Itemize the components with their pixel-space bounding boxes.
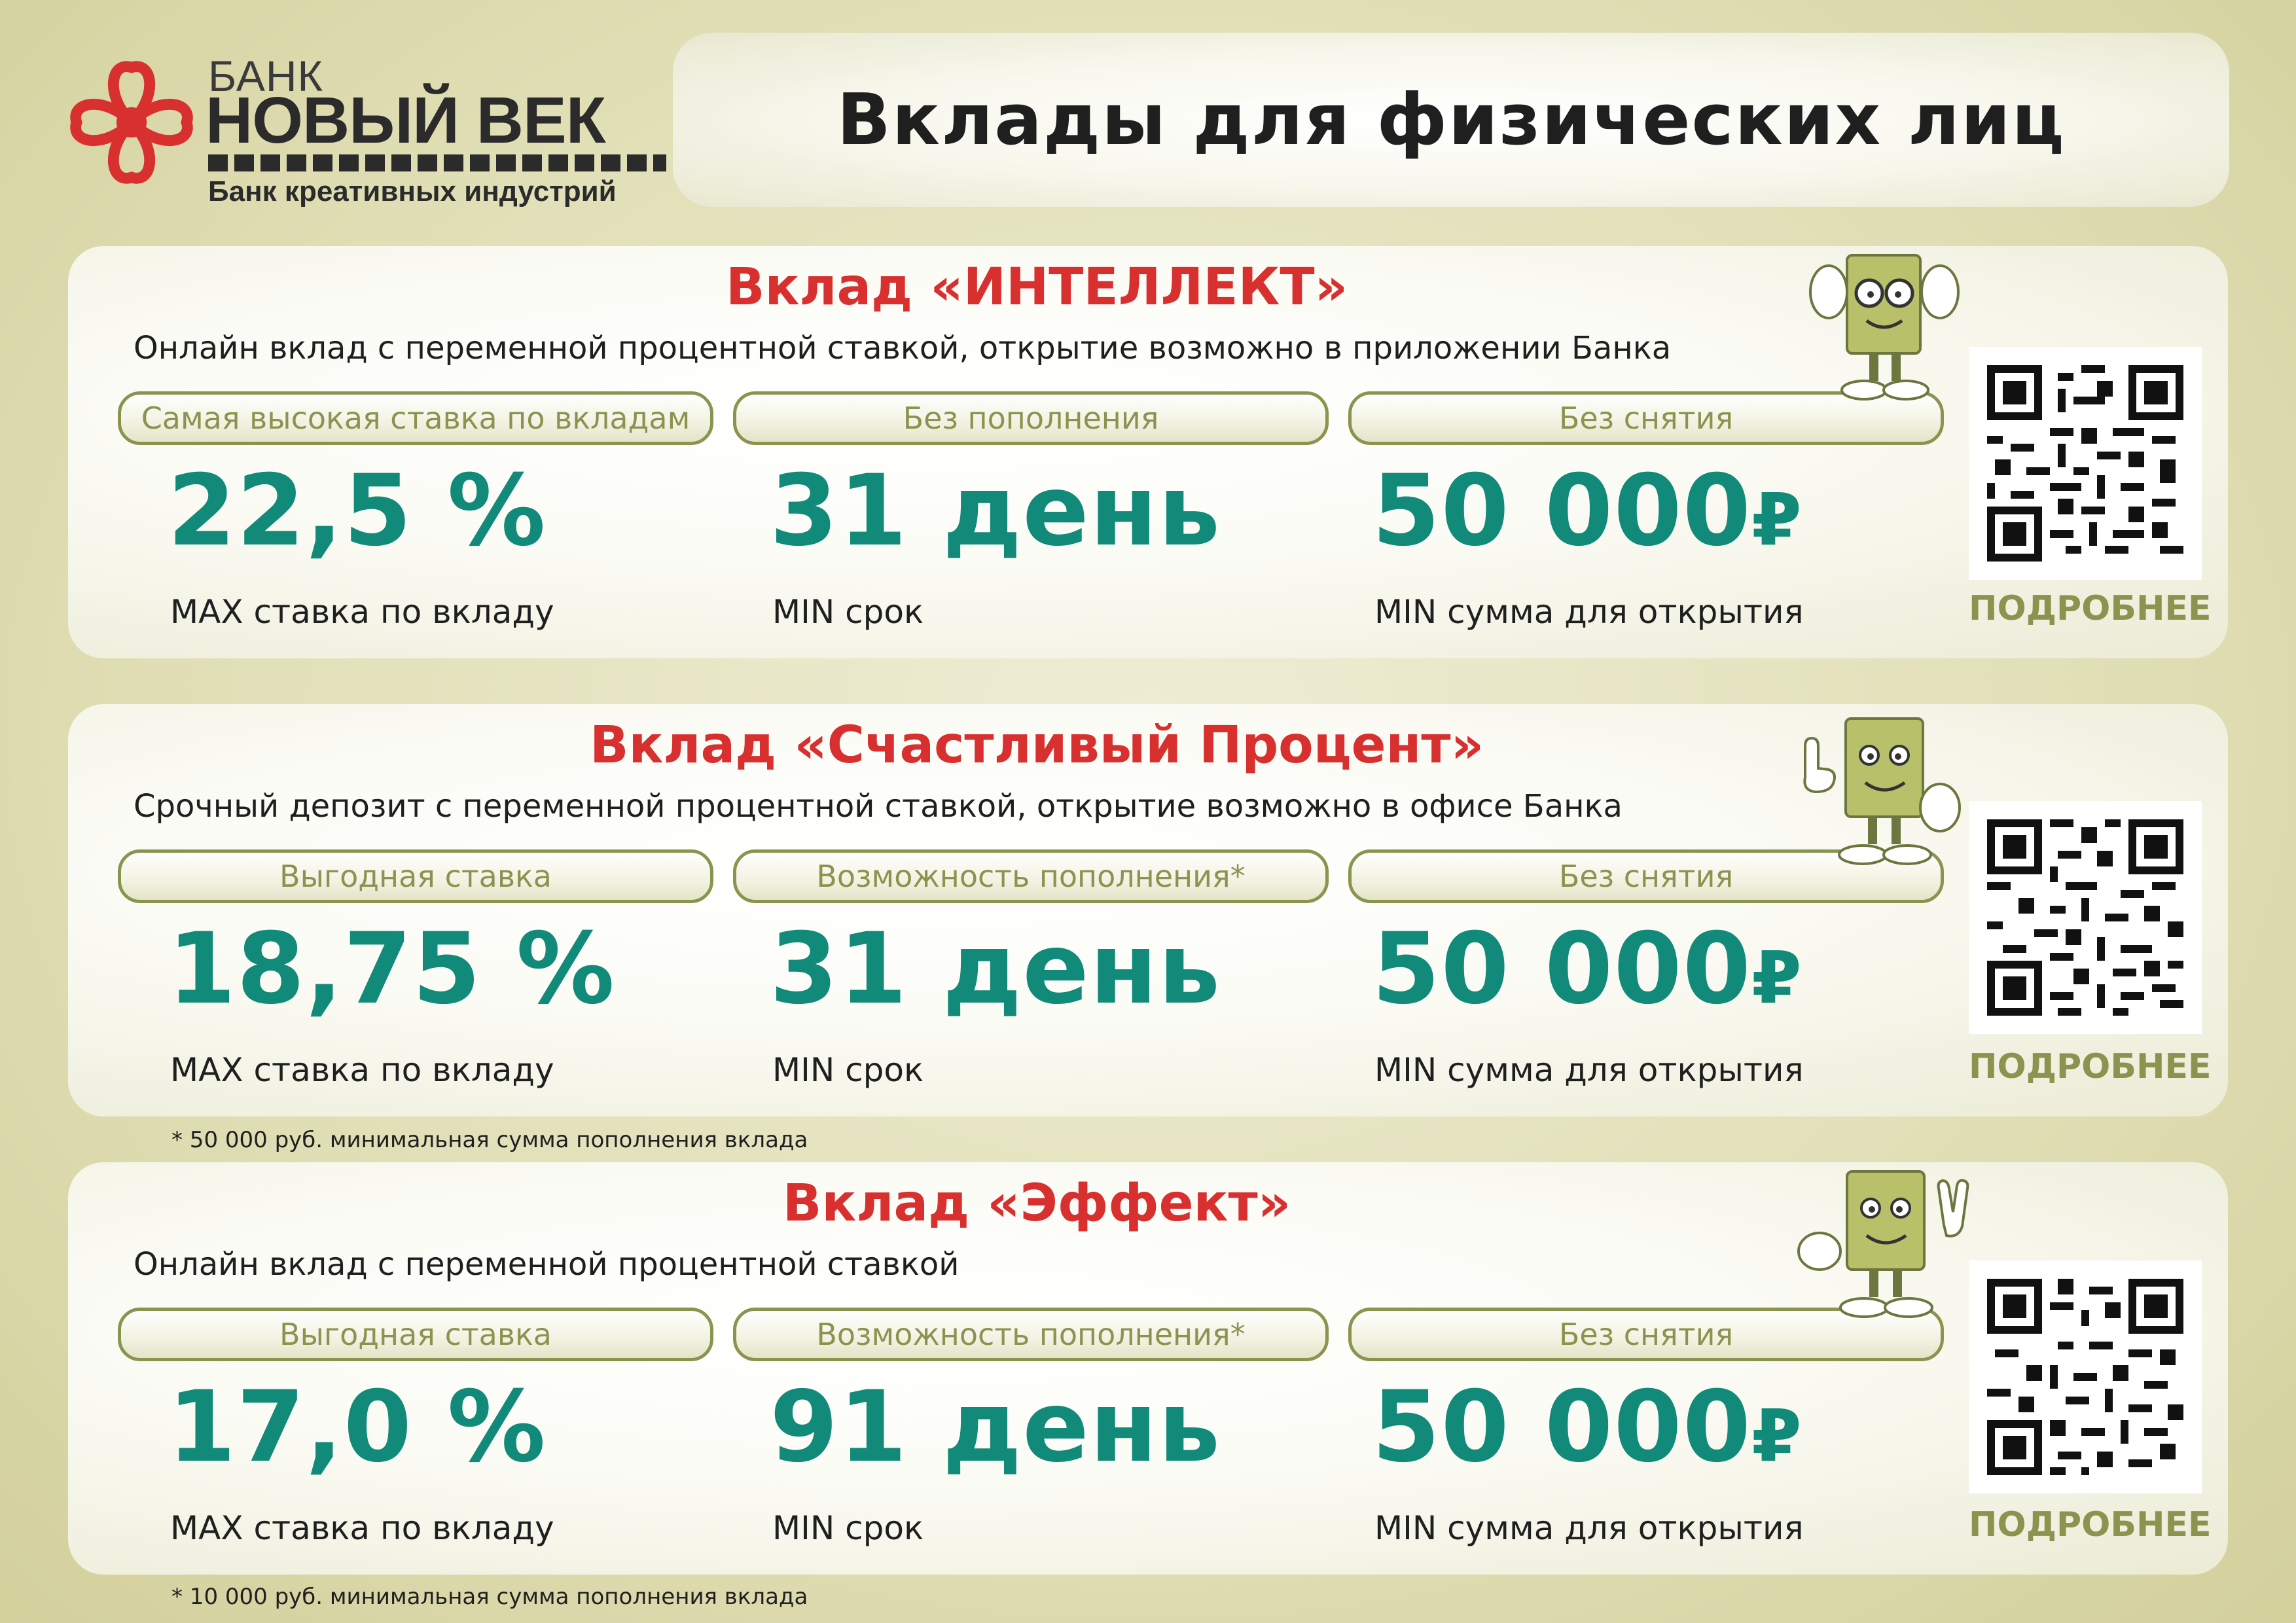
- deposit-tag: Выгодная ставка: [118, 849, 713, 903]
- rate-value: 18,75 %: [168, 912, 615, 1026]
- amount-label: MIN сумма для открытия: [1374, 593, 1804, 631]
- robot-mascot-glasses-icon: [1809, 254, 1960, 401]
- deposit-title: Вклад «Счастливый Процент»: [590, 716, 1484, 775]
- deposit-tag: Без пополнения: [733, 391, 1329, 445]
- rate-value: 17,0 %: [168, 1370, 547, 1484]
- qr-code[interactable]: [1969, 1260, 2202, 1493]
- page-title: Вклады для физических лиц: [836, 79, 2066, 161]
- rate-value: 22,5 %: [168, 454, 547, 568]
- ruble-icon: ₽: [1751, 478, 1803, 562]
- rate-label: MAX ставка по вкладу: [170, 1509, 554, 1547]
- robot-mascot-victory-icon: [1797, 1170, 1969, 1318]
- amount-value: 50 000₽: [1372, 920, 1803, 1018]
- logo-tagline: Банк креативных индустрий: [208, 175, 617, 207]
- amount-number: 50 000: [1372, 1370, 1752, 1484]
- term-label: MIN срок: [772, 593, 924, 631]
- deposit-tag: Самая высокая ставка по вкладам: [118, 391, 713, 445]
- deposit-tag: Без снятия: [1348, 391, 1944, 445]
- deposit-title: Вклад «Эффект»: [782, 1174, 1291, 1233]
- term-value: 91 день: [770, 1370, 1221, 1484]
- qr-code-icon: [1987, 1279, 2183, 1475]
- ruble-icon: ₽: [1751, 1394, 1803, 1478]
- amount-label: MIN сумма для открытия: [1374, 1509, 1804, 1547]
- bank-logo: БАНК НОВЫЙ ВЕК Банк креативных индустрий: [63, 47, 666, 207]
- rate-label: MAX ставка по вкладу: [170, 1051, 554, 1089]
- logo-divider: [208, 154, 666, 171]
- footnote: * 50 000 руб. минимальная сумма пополнен…: [171, 1127, 808, 1153]
- more-link[interactable]: ПОДРОБНЕЕ: [1969, 1505, 2212, 1544]
- amount-number: 50 000: [1372, 454, 1752, 568]
- deposit-card-intellekt: Вклад «ИНТЕЛЛЕКТ» Онлайн вклад с перемен…: [68, 246, 2228, 658]
- deposit-card-happy-percent: Вклад «Счастливый Процент» Срочный депоз…: [68, 704, 2228, 1116]
- rate-label: MAX ставка по вкладу: [170, 593, 554, 631]
- deposit-description: Онлайн вклад с переменной процентной ста…: [134, 330, 1672, 366]
- deposit-tag: Без снятия: [1348, 1308, 1944, 1361]
- deposit-title: Вклад «ИНТЕЛЛЕКТ»: [726, 258, 1348, 317]
- qr-code[interactable]: [1969, 347, 2202, 580]
- deposit-description: Срочный депозит с переменной процентной …: [134, 788, 1623, 825]
- deposit-tag: Возможность пополнения*: [733, 1308, 1329, 1361]
- term-label: MIN срок: [772, 1509, 924, 1547]
- term-value: 31 день: [770, 912, 1221, 1026]
- flower-logo-icon: [70, 61, 193, 184]
- robot-mascot-pointing-icon: [1803, 717, 1961, 865]
- qr-code-icon: [1987, 365, 2183, 562]
- more-link[interactable]: ПОДРОБНЕЕ: [1969, 589, 2212, 628]
- logo-bank-label: БАНК: [208, 52, 323, 100]
- amount-label: MIN сумма для открытия: [1374, 1051, 1804, 1089]
- qr-code[interactable]: [1969, 801, 2202, 1034]
- amount-value: 50 000₽: [1372, 462, 1803, 560]
- term-value: 31 день: [770, 454, 1221, 568]
- more-link[interactable]: ПОДРОБНЕЕ: [1969, 1047, 2212, 1086]
- deposit-tag: Возможность пополнения*: [733, 849, 1329, 903]
- deposit-card-effekt: Вклад «Эффект» Онлайн вклад с переменной…: [68, 1162, 2228, 1575]
- deposit-tag: Выгодная ставка: [118, 1308, 713, 1361]
- term-label: MIN срок: [772, 1051, 924, 1089]
- ruble-icon: ₽: [1751, 936, 1803, 1020]
- deposit-description: Онлайн вклад с переменной процентной ста…: [134, 1246, 960, 1283]
- footnote: * 10 000 руб. минимальная сумма пополнен…: [171, 1584, 808, 1610]
- logo-bank-name: НОВЫЙ ВЕК: [206, 84, 606, 157]
- amount-number: 50 000: [1372, 912, 1752, 1026]
- page-header: Вклады для физических лиц: [673, 33, 2229, 207]
- amount-value: 50 000₽: [1372, 1378, 1803, 1476]
- qr-code-icon: [1987, 819, 2183, 1016]
